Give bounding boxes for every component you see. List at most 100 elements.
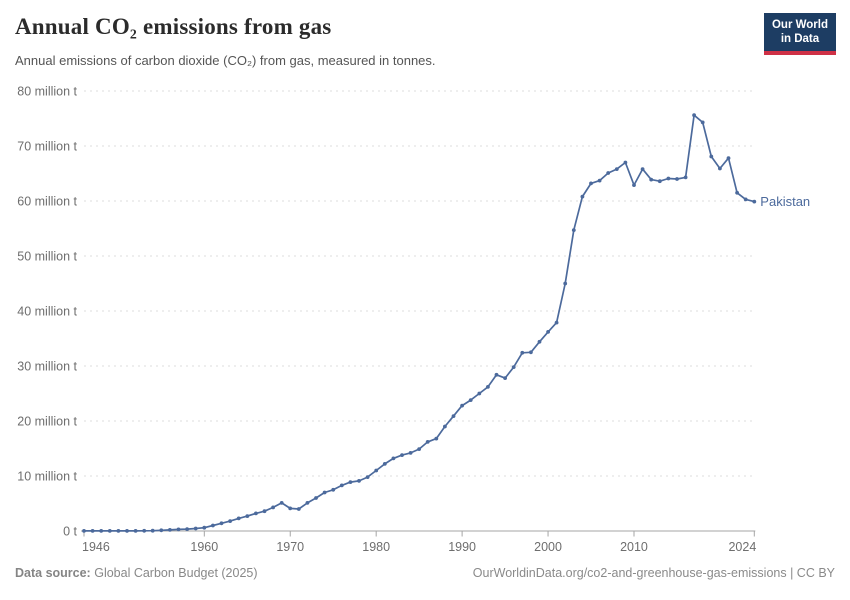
data-point[interactable] — [219, 521, 224, 526]
data-point[interactable] — [185, 527, 190, 531]
data-point[interactable] — [597, 178, 602, 183]
data-point[interactable] — [245, 514, 250, 518]
data-point[interactable] — [486, 385, 490, 389]
data-point[interactable] — [709, 154, 714, 159]
series-pakistan[interactable]: Pakistan — [82, 113, 810, 533]
data-point[interactable] — [546, 330, 550, 334]
data-source: Data source: Global Carbon Budget (2025) — [15, 566, 258, 580]
x-axis-label: 2010 — [620, 540, 648, 554]
chart-footer: Data source: Global Carbon Budget (2025)… — [0, 566, 850, 580]
data-point[interactable] — [718, 166, 722, 171]
x-axis-label: 1980 — [362, 540, 390, 554]
y-axis-label: 70 million t — [17, 140, 77, 154]
data-point[interactable] — [503, 376, 507, 380]
citation-link[interactable]: OurWorldinData.org/co2-and-greenhouse-ga… — [472, 566, 835, 580]
data-point[interactable] — [116, 529, 121, 533]
data-point[interactable] — [331, 487, 336, 492]
data-point[interactable] — [271, 505, 275, 510]
data-point[interactable] — [580, 194, 585, 199]
data-point[interactable] — [477, 391, 482, 396]
data-point[interactable] — [193, 526, 198, 531]
data-point[interactable] — [150, 528, 155, 533]
data-point[interactable] — [683, 175, 688, 180]
data-point[interactable] — [529, 350, 533, 355]
data-point[interactable] — [288, 506, 293, 511]
data-point[interactable] — [296, 507, 301, 511]
data-point[interactable] — [382, 462, 387, 466]
data-point[interactable] — [511, 365, 516, 369]
data-point[interactable] — [322, 490, 327, 495]
data-point[interactable] — [211, 523, 215, 528]
data-point[interactable] — [417, 447, 421, 451]
data-point[interactable] — [365, 475, 370, 479]
data-point[interactable] — [460, 403, 464, 408]
data-point[interactable] — [425, 440, 430, 444]
x-axis-label: 1946 — [82, 540, 110, 554]
data-point[interactable] — [451, 414, 456, 418]
data-point[interactable] — [494, 372, 499, 377]
data-point[interactable] — [391, 456, 396, 461]
data-point[interactable] — [666, 176, 671, 181]
data-point[interactable] — [176, 527, 181, 532]
data-point[interactable] — [443, 424, 447, 429]
data-point[interactable] — [236, 516, 241, 521]
y-axis-label: 0 t — [63, 525, 77, 539]
data-point[interactable] — [90, 529, 95, 533]
data-point[interactable] — [434, 436, 439, 441]
data-point[interactable] — [537, 339, 542, 344]
data-point[interactable] — [305, 501, 310, 505]
data-point[interactable] — [649, 177, 654, 182]
data-point[interactable] — [640, 167, 645, 172]
data-point[interactable] — [314, 496, 318, 500]
data-point[interactable] — [743, 197, 748, 202]
entity-label[interactable]: Pakistan — [760, 194, 810, 209]
data-point[interactable] — [589, 181, 593, 186]
data-point[interactable] — [107, 529, 112, 533]
data-point[interactable] — [262, 509, 267, 514]
data-point[interactable] — [468, 398, 473, 402]
data-point[interactable] — [82, 529, 86, 533]
data-point[interactable] — [348, 480, 353, 484]
data-point[interactable] — [614, 167, 619, 172]
data-point[interactable] — [520, 350, 525, 355]
data-point[interactable] — [228, 519, 233, 523]
data-source-label: Data source: — [15, 566, 91, 580]
data-point[interactable] — [254, 511, 258, 516]
data-point[interactable] — [142, 528, 147, 533]
data-point[interactable] — [99, 529, 104, 533]
data-point[interactable] — [202, 525, 207, 530]
data-point[interactable] — [408, 451, 413, 455]
y-axis-label: 10 million t — [17, 470, 77, 484]
data-point[interactable] — [726, 156, 731, 161]
data-point[interactable] — [735, 190, 739, 195]
y-axis-label: 40 million t — [17, 305, 77, 319]
data-point[interactable] — [279, 501, 284, 505]
data-point[interactable] — [159, 528, 164, 533]
series-line[interactable] — [83, 114, 756, 532]
data-point[interactable] — [657, 179, 662, 184]
y-axis-label: 60 million t — [17, 195, 77, 209]
data-point[interactable] — [357, 479, 361, 483]
data-point[interactable] — [400, 453, 404, 457]
data-point[interactable] — [692, 113, 696, 118]
data-point[interactable] — [606, 171, 611, 175]
data-point[interactable] — [125, 529, 129, 533]
data-point[interactable] — [571, 228, 576, 233]
data-point[interactable] — [133, 529, 138, 533]
data-point[interactable] — [339, 483, 344, 488]
data-point[interactable] — [632, 183, 636, 188]
data-point[interactable] — [374, 468, 379, 473]
owid-logo[interactable]: Our World in Data — [763, 13, 836, 55]
data-point[interactable] — [554, 320, 559, 325]
chart-subtitle: Annual emissions of carbon dioxide (CO₂)… — [15, 53, 436, 68]
data-point[interactable] — [563, 281, 568, 286]
y-axis-label: 80 million t — [17, 85, 77, 99]
data-point[interactable] — [168, 528, 172, 532]
y-axis-label: 20 million t — [17, 415, 77, 429]
y-axis-label: 30 million t — [17, 360, 77, 374]
data-point[interactable] — [752, 199, 757, 204]
data-point[interactable] — [623, 160, 628, 165]
data-point[interactable] — [700, 120, 705, 125]
data-point[interactable] — [675, 177, 679, 181]
